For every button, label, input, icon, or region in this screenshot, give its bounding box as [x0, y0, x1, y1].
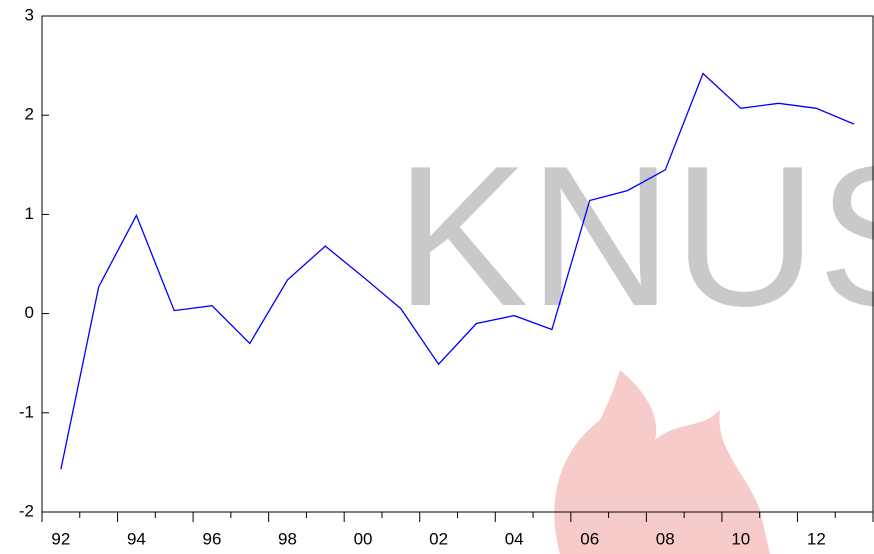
x-tick-label: 04	[505, 529, 524, 548]
x-tick-label: 12	[807, 529, 826, 548]
x-tick-label: 08	[656, 529, 675, 548]
x-tick-label: 94	[127, 529, 146, 548]
x-tick-label: 06	[580, 529, 599, 548]
x-tick-label: 00	[354, 529, 373, 548]
line-series	[60, 72, 855, 470]
watermark-logo	[554, 370, 770, 554]
watermark-text: KNUS	[395, 125, 874, 348]
y-tick-label: 2	[25, 105, 34, 124]
x-tick-label: 02	[429, 529, 448, 548]
y-tick-label: 3	[25, 5, 34, 24]
y-tick-label: -2	[19, 501, 34, 520]
x-tick-label: 96	[203, 529, 222, 548]
y-tick-label: 1	[25, 204, 34, 223]
y-tick-label: -1	[19, 402, 34, 421]
x-tick-label: 92	[51, 529, 70, 548]
y-tick-label: 0	[25, 303, 34, 322]
x-tick-label: 10	[731, 529, 750, 548]
x-tick-label: 98	[278, 529, 297, 548]
